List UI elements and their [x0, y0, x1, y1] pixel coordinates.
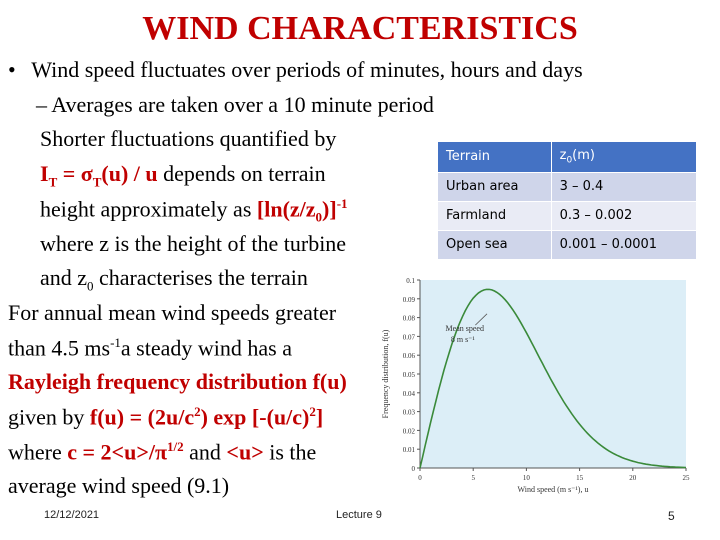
ms-exp: -1 [110, 335, 121, 350]
table-cell: Urban area [437, 171, 552, 202]
given-by: given by [8, 404, 90, 430]
text-line-9: than 4.5 ms-1a steady wind has a [8, 335, 292, 361]
text-line-13: average wind speed (9.1) [8, 473, 230, 498]
fu-formula-exp1: 2 [194, 404, 201, 419]
is-the-text: is the [263, 439, 317, 465]
formula-rest: (u) / u [101, 161, 158, 186]
x-axis-label: Wind speed (m s⁻¹), u [518, 485, 589, 494]
fu-formula-close: ] [315, 404, 324, 430]
formula-tail: depends on terrain [157, 161, 326, 186]
table-cell: 0.3 – 0.002 [550, 200, 698, 231]
formula-sub-t: T [48, 174, 58, 190]
x-tick-label: 20 [629, 474, 637, 482]
formula-sigma: σ [80, 161, 93, 186]
y-tick-label: 0.1 [406, 277, 415, 285]
table-header-terrain: Terrain [437, 141, 552, 173]
bullet-point-1: • Wind speed fluctuates over periods of … [8, 57, 583, 83]
fu-formula-a: f(u) = (2u/c [89, 404, 195, 430]
y-tick-label: 0.06 [403, 352, 416, 360]
text-line-6: where z is the height of the turbine [40, 231, 347, 256]
intensity-formula-line: IT = σT(u) / u depends on terrain [40, 161, 326, 190]
height-formula-line: height approximately as [ln(z/z0)]-1 [40, 196, 348, 226]
annotation-mean-value: 8 m s⁻¹ [451, 335, 476, 344]
terrain-text-sub: 0 [87, 278, 94, 294]
plot-area [420, 280, 686, 468]
rayleigh-chart: 0 0.01 0.02 0.03 0.04 0.05 0.06 0.07 0.08 0.09 0.1… [378, 268, 700, 496]
and-text: and [183, 439, 227, 465]
table-row: Urban area 3 – 0.4 [437, 171, 698, 202]
x-tick-label: 0 [418, 474, 422, 482]
table-row: Farmland 0.3 – 0.002 [437, 200, 698, 231]
footer-date: 12/12/2021 [44, 509, 100, 521]
c-formula-exp: 1/2 [167, 439, 184, 454]
fu-formula-b: ) exp [-(u/c) [200, 404, 310, 430]
table-row: Open sea 0.001 – 0.0001 [437, 229, 698, 260]
table-cell: Open sea [437, 229, 552, 260]
where-text: where [8, 439, 68, 465]
y-tick-label: 0 [412, 465, 416, 473]
text-line-3: Shorter fluctuations quantified by [40, 126, 337, 151]
c-definition-line: where c = 2<u>/π1/2 and <u> is the [8, 439, 316, 465]
steady-text: a steady wind has a [120, 335, 292, 361]
rayleigh-line: Rayleigh frequency distribution f(u) [8, 369, 347, 394]
log-formula: [ln(z/z [256, 196, 316, 222]
y-tick-label: 0.03 [403, 409, 416, 417]
text-line-7: and z0 characterises the terrain [40, 265, 308, 294]
y-tick-label: 0.02 [403, 427, 416, 435]
x-tick-label: 25 [683, 474, 691, 482]
x-tick-label: 15 [576, 474, 584, 482]
terrain-text-a: and z [40, 265, 88, 290]
formula-equals: = [57, 161, 81, 186]
annotation-pointer [475, 313, 488, 326]
fu-formula-exp2: 2 [309, 404, 316, 419]
y-tick-label: 0.01 [403, 446, 416, 454]
y-tick-label: 0.05 [403, 371, 416, 379]
terrain-text-c: characterises the terrain [93, 265, 308, 290]
rayleigh-curve [419, 288, 687, 469]
table-cell: Farmland [437, 200, 552, 231]
table-cell: 0.001 – 0.0001 [550, 229, 698, 260]
table-cell: 3 – 0.4 [550, 171, 698, 202]
line-1: Wind speed fluctuates over periods of mi… [31, 57, 583, 82]
table-header-row: Terrain z0(m) [437, 141, 698, 173]
x-tick-label: 10 [523, 474, 531, 482]
page-number: 5 [668, 509, 675, 523]
rayleigh-formula-line: given by f(u) = (2u/c2) exp [-(u/c)2] [8, 404, 323, 430]
c-formula: c = 2<u>/π [67, 439, 168, 465]
footer-center: Lecture 9 [336, 509, 382, 521]
terrain-table: Terrain z0(m) Urban area 3 – 0.4 Farmlan… [437, 141, 698, 260]
y-axis-label: Frequency distribution, f(u) [381, 329, 390, 418]
log-formula-exp: -1 [336, 196, 348, 211]
y-tick-label: 0.09 [403, 296, 416, 304]
text-line-8: For annual mean wind speeds greater [8, 300, 337, 325]
bullet-glyph: • [8, 57, 16, 82]
height-text: height approximately as [40, 196, 257, 222]
log-formula-sub: 0 [315, 209, 323, 225]
y-tick-label: 0.04 [403, 390, 416, 398]
formula-i: I [40, 161, 49, 186]
y-tick-label: 0.08 [403, 315, 416, 323]
slide-title: WIND CHARACTERISTICS [142, 10, 578, 47]
sub-bullet-line: – Averages are taken over a 10 minute pe… [36, 92, 434, 117]
formula-sub-t2: T [92, 174, 102, 190]
mean-u-symbol: <u> [226, 439, 264, 465]
x-tick-label: 5 [471, 474, 475, 482]
table-header-z0: z0(m) [550, 141, 698, 173]
ms-text: than 4.5 ms [8, 335, 111, 361]
y-tick-label: 0.07 [403, 333, 416, 341]
log-formula-close: )] [322, 196, 337, 222]
annotation-mean-speed: Mean speed [446, 324, 484, 333]
